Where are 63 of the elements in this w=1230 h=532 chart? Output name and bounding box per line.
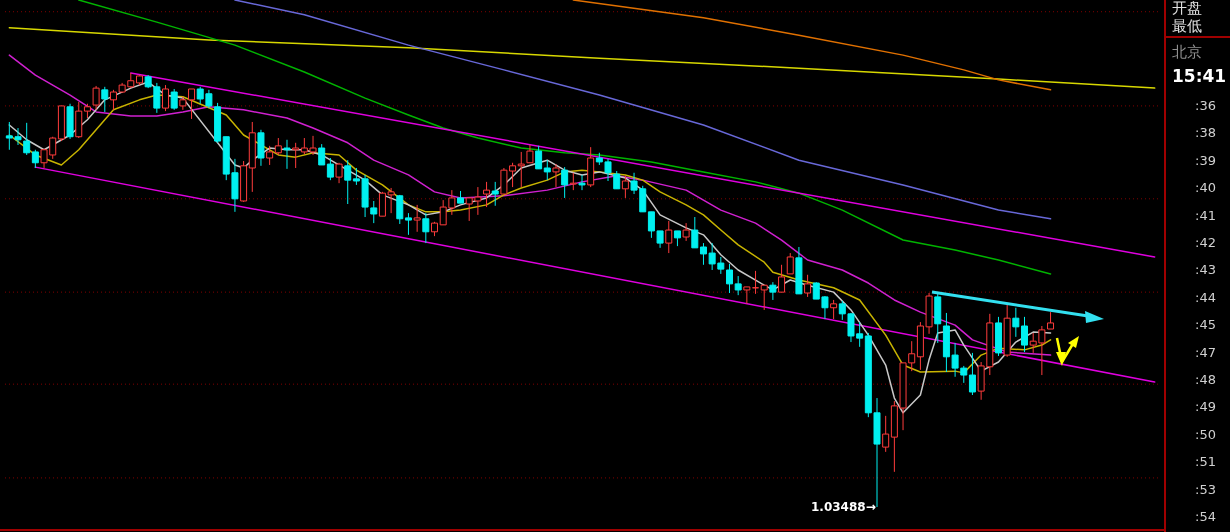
text: :42 <box>1195 235 1216 250</box>
candlestick <box>665 220 673 254</box>
candlestick <box>517 151 525 188</box>
candlestick <box>1012 307 1020 338</box>
candlestick <box>23 122 31 156</box>
text: :47 <box>1195 344 1216 360</box>
candlestick <box>491 181 499 207</box>
text: :48 <box>1195 372 1216 387</box>
candlestick <box>1021 316 1029 353</box>
text: :54 <box>1195 509 1216 524</box>
candlestick <box>483 181 491 208</box>
text: 北京 <box>1172 43 1202 61</box>
text: :50 <box>1195 426 1216 442</box>
candlestick <box>804 274 812 298</box>
text: :53 <box>1195 481 1216 497</box>
candlestick <box>283 139 291 170</box>
candlestick <box>552 163 560 188</box>
text: :45 <box>1195 317 1216 333</box>
candlestick <box>422 212 430 244</box>
candlestick <box>266 145 274 166</box>
candlestick <box>769 281 777 301</box>
candlestick <box>561 166 569 199</box>
candlestick <box>101 86 109 113</box>
candlestick <box>543 159 551 181</box>
candlestick <box>318 143 326 166</box>
candlestick <box>578 174 586 191</box>
text: :43 <box>1195 262 1216 278</box>
candlestick <box>292 142 300 169</box>
candlestick <box>344 159 352 205</box>
candlestick <box>882 415 890 453</box>
candlestick <box>778 264 786 293</box>
candlestick <box>682 222 690 242</box>
candlestick <box>535 145 543 170</box>
candlestick <box>968 352 976 396</box>
text: 最低 <box>1172 17 1202 35</box>
candlestick <box>830 299 838 320</box>
candlestick <box>413 204 421 233</box>
candlestick <box>170 88 178 111</box>
text: :41 <box>1195 207 1216 223</box>
annotation: 1.03488→ <box>811 500 876 514</box>
text: :51 <box>1195 454 1216 470</box>
text: :38 <box>1195 125 1216 141</box>
candlestick <box>691 216 699 249</box>
text: 开盘 <box>1172 0 1202 17</box>
candlestick <box>743 286 751 305</box>
text: :44 <box>1195 289 1216 305</box>
candlestick <box>162 84 170 112</box>
text: :39 <box>1195 152 1216 168</box>
candlestick <box>734 275 742 296</box>
candlestick <box>760 284 768 311</box>
candlestick <box>404 212 412 236</box>
candlestick <box>31 149 39 169</box>
candlestick <box>786 252 794 275</box>
text: :40 <box>1195 180 1216 196</box>
candlestick <box>699 242 707 266</box>
candlestick <box>92 85 100 111</box>
candlestick <box>621 175 629 199</box>
candlestick <box>396 194 404 225</box>
candlestick <box>326 157 334 181</box>
candlestick <box>726 263 733 294</box>
text: :36 <box>1195 98 1216 113</box>
text: 15:41 <box>1172 66 1227 86</box>
text: :49 <box>1195 399 1216 415</box>
